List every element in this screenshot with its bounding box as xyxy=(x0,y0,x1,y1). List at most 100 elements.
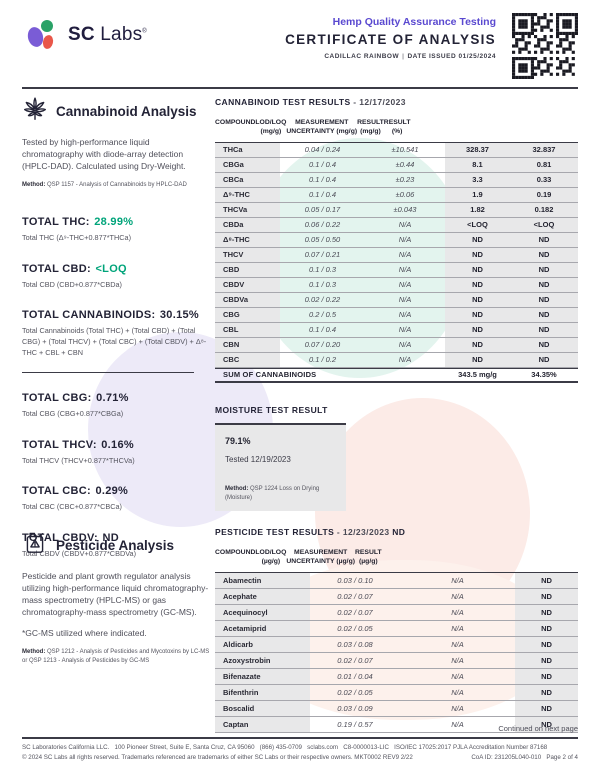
lod-loq-cell: 0.03 / 0.09 xyxy=(337,703,373,713)
compound-cell: Aldicarb xyxy=(215,636,310,652)
table-row: Abamectin 0.03 / 0.10 N/A ND xyxy=(215,572,578,589)
column-header: RESULT (µg/g) xyxy=(354,549,382,565)
result-mg-cell: 328.37 xyxy=(445,142,510,157)
table-row: THCV 0.07 / 0.21 N/A ND ND xyxy=(215,247,578,263)
total-thcv-value: 0.16% xyxy=(101,438,134,451)
result-cell: ND xyxy=(515,700,578,716)
total-thcv-block: TOTAL THCV: 0.16% Total THCV (THCV+0.877… xyxy=(22,438,135,465)
cannabis-leaf-icon xyxy=(22,96,48,127)
table-row: Boscalid 0.03 / 0.09 N/A ND xyxy=(215,700,578,717)
total-cbg-value: 0.71% xyxy=(96,392,129,405)
lod-loq-cell: 0.07 / 0.21 xyxy=(304,250,341,260)
result-cell: ND xyxy=(515,716,578,732)
lod-loq-cell: 0.03 / 0.08 xyxy=(337,639,373,649)
compound-cell: CBG xyxy=(215,307,280,322)
result-pct-cell: ND xyxy=(510,337,578,352)
uncertainty-cell: ±0.06 xyxy=(395,190,415,200)
pesticide-canister-icon xyxy=(22,530,48,561)
result-pct-cell: ND xyxy=(510,292,578,307)
compound-cell: Acetamiprid xyxy=(215,620,310,636)
compound-cell: CBC xyxy=(215,352,280,367)
cannabinoid-table-body: THCa 0.04 / 0.24 ±10.541 328.37 32.837 C… xyxy=(215,142,578,368)
compound-cell: CBN xyxy=(215,337,280,352)
table-row: Δ⁸-THC 0.05 / 0.50 N/A ND ND xyxy=(215,232,578,248)
table-row: CBG 0.2 / 0.5 N/A ND ND xyxy=(215,307,578,323)
moisture-result-box: 79.1% Tested 12/19/2023 Method: QSP 1224… xyxy=(215,423,346,511)
lod-loq-cell: 0.1 / 0.3 xyxy=(308,265,337,275)
result-pct-cell: ND xyxy=(510,352,578,367)
sc-labs-logo: SC Labs® xyxy=(25,18,147,54)
result-pct-cell: 32.837 xyxy=(510,142,578,157)
compound-cell: Bifenthrin xyxy=(215,684,310,700)
table-row: CBL 0.1 / 0.4 N/A ND ND xyxy=(215,322,578,338)
footer-copyright: © 2024 SC Labs all rights reserved. Trad… xyxy=(22,754,413,761)
result-pct-cell: ND xyxy=(510,322,578,337)
uncertainty-cell: N/A xyxy=(398,295,412,305)
moisture-tested-date: Tested 12/19/2023 xyxy=(225,455,291,464)
qr-code xyxy=(512,13,578,79)
sum-of-cannabinoids-row: SUM OF CANNABINOIDS 343.5 mg/g 34.35% xyxy=(215,367,578,383)
result-mg-cell: ND xyxy=(445,277,510,292)
lod-loq-cell: 0.1 / 0.2 xyxy=(308,355,337,365)
result-pct-cell: ND xyxy=(510,307,578,322)
total-cbd-block: TOTAL CBD: <LOQ Total CBD (CBD+0.877*CBD… xyxy=(22,262,127,289)
compound-cell: Captan xyxy=(215,716,310,732)
table-row: Acequinocyl 0.02 / 0.07 N/A ND xyxy=(215,604,578,621)
uncertainty-cell: N/A xyxy=(398,310,412,320)
result-pct-cell: ND xyxy=(510,232,578,247)
uncertainty-cell: N/A xyxy=(398,235,412,245)
moisture-title: MOISTURE TEST RESULT xyxy=(215,405,328,415)
cannabinoid-method: Method: QSP 1157 - Analysis of Cannabino… xyxy=(22,182,187,189)
compound-cell: Acephate xyxy=(215,588,310,604)
pesticide-table-body: Abamectin 0.03 / 0.10 N/A ND Acephate 0.… xyxy=(215,572,578,733)
compound-cell: THCVa xyxy=(215,202,280,217)
pesticide-table-title: PESTICIDE TEST RESULTS - 12/23/2023 ND xyxy=(215,527,406,537)
total-cbd-value: <LOQ xyxy=(95,262,127,275)
logo-wordmark: SC Labs® xyxy=(68,24,147,45)
footer-lab-info: SC Laboratories California LLC. 100 Pion… xyxy=(22,744,548,751)
cannabinoid-analysis-section: Cannabinoid Analysis Tested by high-perf… xyxy=(22,96,210,559)
continued-note: Continued on next page xyxy=(498,724,578,733)
table-row: Acephate 0.02 / 0.07 N/A ND xyxy=(215,588,578,605)
date-issued: DATE ISSUED 01/25/2024 xyxy=(407,53,496,60)
column-header: RESULT (%) xyxy=(383,119,411,135)
total-thc-value: 28.99% xyxy=(94,216,134,229)
lod-loq-cell: 0.1 / 0.3 xyxy=(308,280,337,290)
result-pct-cell: ND xyxy=(510,277,578,292)
uncertainty-cell: ±0.043 xyxy=(393,205,417,215)
compound-cell: CBDVa xyxy=(215,292,280,307)
result-mg-cell: ND xyxy=(445,232,510,247)
result-cell: ND xyxy=(515,684,578,700)
uncertainty-cell: N/A xyxy=(398,340,412,350)
compound-cell: CBGa xyxy=(215,157,280,172)
result-cell: ND xyxy=(515,636,578,652)
uncertainty-cell: ±0.23 xyxy=(395,175,415,185)
uncertainty-cell: N/A xyxy=(451,623,464,633)
column-header: MEASUREMENT UNCERTAINTY (µg/g) xyxy=(286,549,355,565)
lod-loq-cell: 0.02 / 0.07 xyxy=(337,591,373,601)
logo-dots-icon xyxy=(25,18,58,54)
cannabinoid-table-title: CANNABINOID TEST RESULTS - 12/17/2023 xyxy=(215,97,406,107)
compound-cell: CBD xyxy=(215,262,280,277)
table-row: CBCa 0.1 / 0.4 ±0.23 3.3 0.33 xyxy=(215,172,578,188)
lod-loq-cell: 0.06 / 0.22 xyxy=(304,220,341,230)
lod-loq-cell: 0.05 / 0.17 xyxy=(304,205,341,215)
result-mg-cell: 3.3 xyxy=(445,172,510,187)
lod-loq-cell: 0.02 / 0.05 xyxy=(337,623,373,633)
pesticide-test-results: PESTICIDE TEST RESULTS - 12/23/2023 ND C… xyxy=(215,527,578,733)
sum-mg-value: 343.5 mg/g xyxy=(458,370,497,380)
compound-cell: THCa xyxy=(215,142,280,157)
compound-cell: CBL xyxy=(215,322,280,337)
lod-loq-cell: 0.1 / 0.4 xyxy=(308,160,337,170)
table-row: CBDa 0.06 / 0.22 N/A <LOQ <LOQ xyxy=(215,217,578,233)
uncertainty-cell: N/A xyxy=(398,265,412,275)
table-row: CBC 0.1 / 0.2 N/A ND ND xyxy=(215,352,578,368)
result-mg-cell: ND xyxy=(445,292,510,307)
table-row: CBD 0.1 / 0.3 N/A ND ND xyxy=(215,262,578,278)
pesticide-note: *GC-MS utilized where indicated. xyxy=(22,628,147,639)
compound-cell: Abamectin xyxy=(215,572,310,588)
result-pct-cell: <LOQ xyxy=(510,217,578,232)
total-cbdv-value: ND xyxy=(102,531,119,544)
compound-cell: CBCa xyxy=(215,172,280,187)
compound-cell: THCV xyxy=(215,247,280,262)
